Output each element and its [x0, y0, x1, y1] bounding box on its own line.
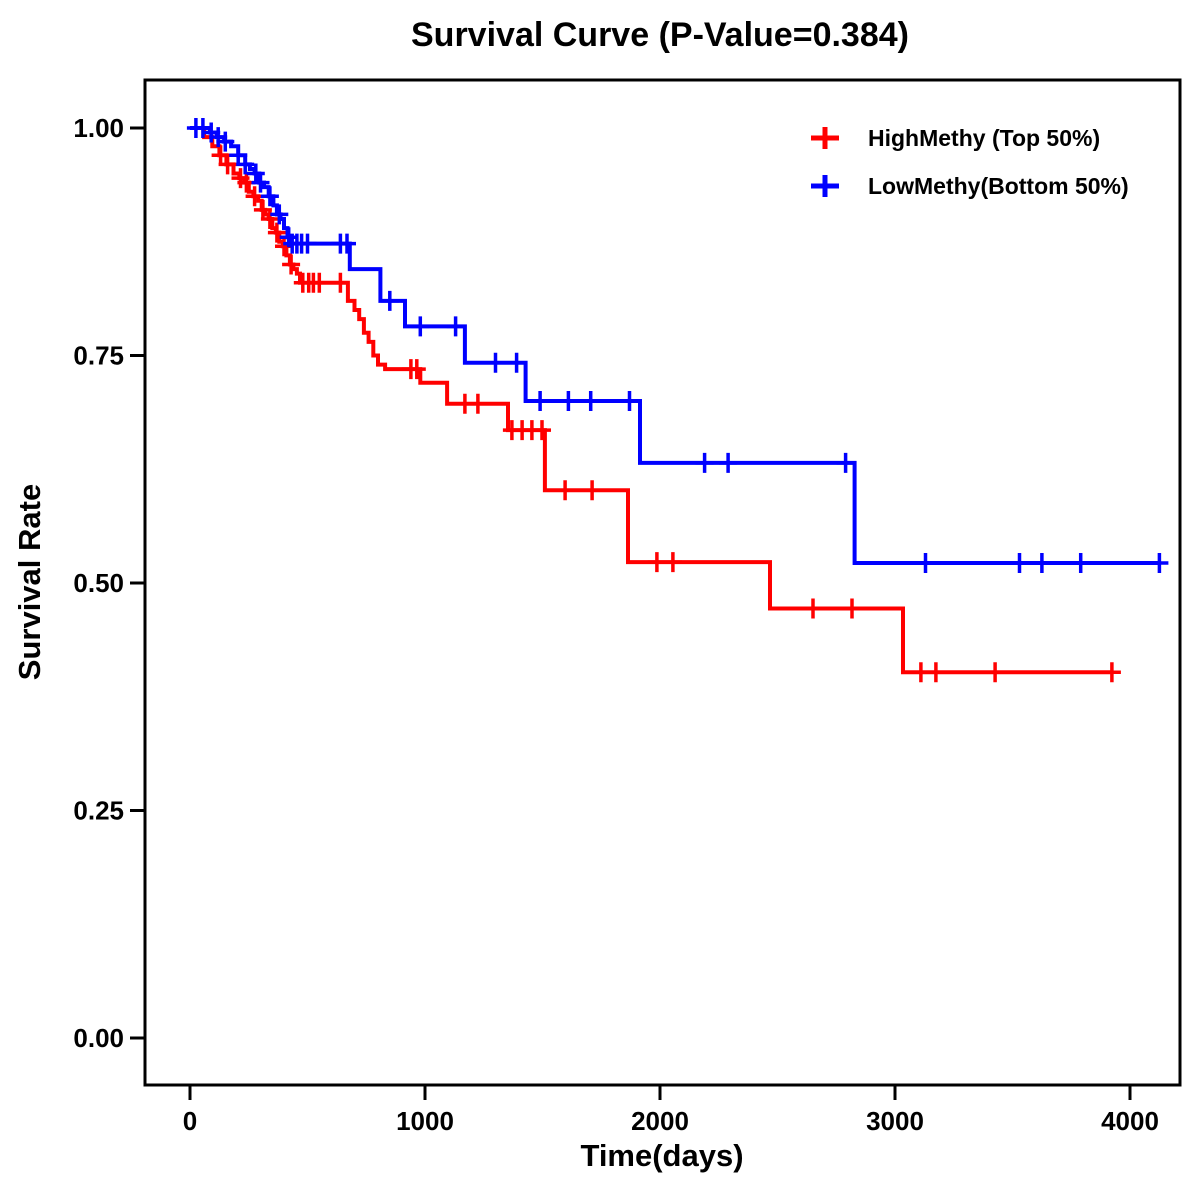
x-tick-label: 2000 — [631, 1106, 689, 1136]
x-tick-label: 1000 — [396, 1106, 454, 1136]
x-tick-label: 3000 — [866, 1106, 924, 1136]
censor-marks-highmethy — [211, 145, 1121, 683]
y-tick-label: 0.00 — [73, 1023, 124, 1053]
y-tick-label: 0.75 — [73, 341, 124, 371]
chart-title: Survival Curve (P-Value=0.384) — [411, 16, 909, 54]
legend: HighMethy (Top 50%) LowMethy(Bottom 50%) — [811, 125, 1129, 199]
x-tick-label: 0 — [183, 1106, 197, 1136]
y-axis-label: Survival Rate — [12, 484, 47, 680]
x-axis-label: Time(days) — [580, 1138, 743, 1173]
legend-marker-highmethy-plus-icon — [811, 127, 839, 149]
y-tick-label: 0.50 — [73, 568, 124, 598]
y-tick-label: 0.25 — [73, 796, 124, 826]
y-tick-label: 1.00 — [73, 113, 124, 143]
x-tick-label: 4000 — [1101, 1106, 1159, 1136]
legend-label-highmethy: HighMethy (Top 50%) — [868, 125, 1100, 151]
legend-marker-lowmethy-plus-icon — [811, 175, 839, 197]
legend-label-lowmethy: LowMethy(Bottom 50%) — [868, 173, 1129, 199]
y-axis: 0.00 0.25 0.50 0.75 1.00 — [73, 113, 145, 1053]
censor-marks-lowmethy — [186, 118, 1169, 573]
series-layer — [186, 118, 1169, 683]
survival-curve-highmethy — [190, 126, 1113, 675]
plot-border — [143, 78, 1182, 1087]
x-axis: 0 1000 2000 3000 4000 — [183, 1085, 1159, 1136]
